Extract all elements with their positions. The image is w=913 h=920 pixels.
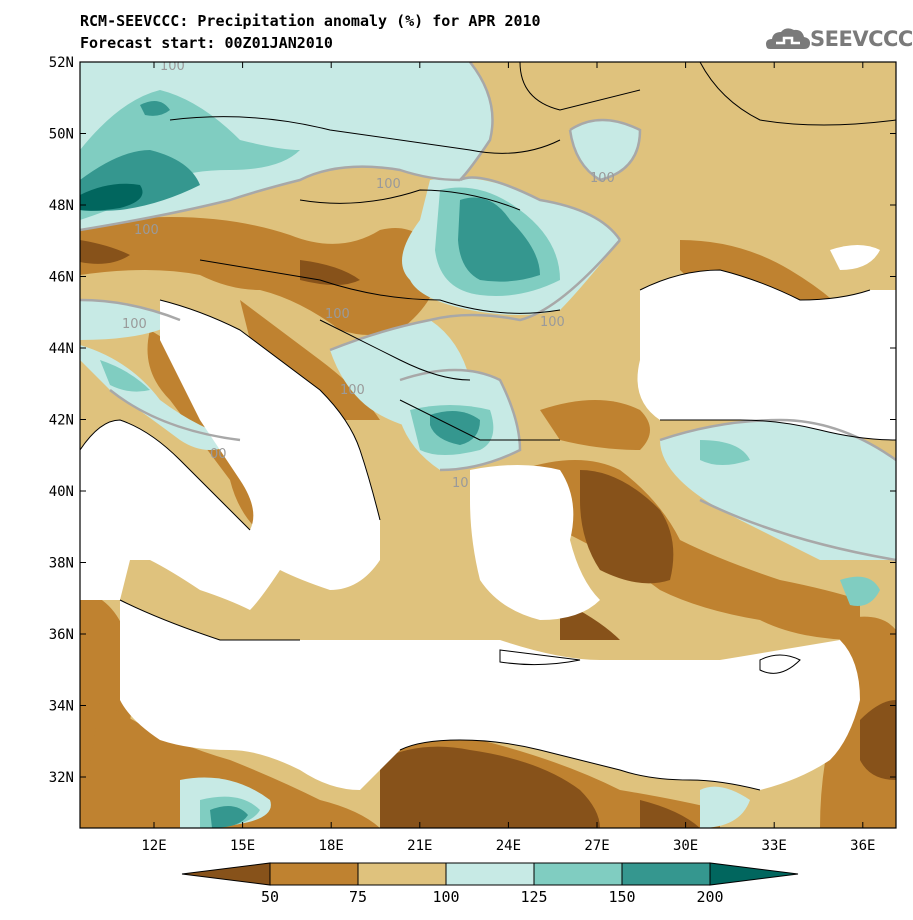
lon-label: 30E [673,838,698,854]
lon-label: 21E [407,838,432,854]
colorbar-segment [533,862,623,886]
lat-label: 52N [49,55,74,71]
colorbar-label: 100 [432,888,459,906]
map-title: RCM-SEEVCCC: Precipitation anomaly (%) f… [80,12,541,30]
logo-text: SEEVCCC [810,27,913,51]
map-plot-area: 100 100 100 100 100 100 100 100 10 00 [80,59,896,828]
colorbar-label: 150 [608,888,635,906]
azov-sea [830,245,880,270]
latitude-axis: 52N 50N 48N 46N 44N 42N 40N 38N 36N 34N 32N [49,55,896,786]
lat-label: 42N [49,413,74,429]
sea-areas [80,245,896,790]
colorbar-label: 125 [520,888,547,906]
lat-label: 36N [49,627,74,643]
lon-label: 12E [141,838,166,854]
contour-lines [80,62,896,562]
contour-labels: 100 100 100 100 100 100 100 100 10 00 [122,59,615,491]
colorbar-arrow-low [181,862,271,886]
forecast-start-label: Forecast start: 00Z01JAN2010 [80,34,333,52]
lon-label: 27E [584,838,609,854]
longitude-axis: 12E 15E 18E 21E 24E 27E 30E 33E 36E [141,62,875,854]
lon-label: 33E [762,838,787,854]
lat-label: 46N [49,270,74,286]
colorbar-segment [445,862,535,886]
contour-label: 100 [376,177,401,192]
contour-label: 100 [134,223,159,238]
coastlines-borders [80,62,896,791]
map-frame [79,61,897,829]
lat-label: 38N [49,556,74,572]
lat-label: 40N [49,484,74,500]
colorbar-label: 200 [696,888,723,906]
seevccc-logo [766,28,810,49]
aegean-sea [470,465,600,620]
colorbar-segment [357,862,447,886]
lat-label: 50N [49,127,74,143]
mediterranean-sea [120,600,860,790]
colorbar-segment [269,862,359,886]
colorbar-label: 75 [349,888,367,906]
lon-label: 36E [850,838,875,854]
anomaly-above-200-regions [80,183,143,211]
lat-label: 48N [49,198,74,214]
contour-label: 100 [122,317,147,332]
color-legend: 50 75 100 125 150 200 [181,862,799,906]
contour-label: 100 [340,383,365,398]
adriatic-tyrrhenian-sea [80,300,380,610]
contour-label: 100 [160,59,185,74]
contour-label: 10 [452,476,469,491]
lat-label: 44N [49,341,74,357]
contour-label: 100 [590,171,615,186]
black-sea [637,270,896,440]
lat-label: 34N [49,699,74,715]
colorbar-segment [621,862,711,886]
contour-label: 00 [210,447,227,462]
lon-label: 15E [230,838,255,854]
lon-label: 24E [496,838,521,854]
lon-label: 18E [319,838,344,854]
lat-label: 32N [49,770,74,786]
contour-label: 100 [325,307,350,322]
contour-label: 100 [540,315,565,330]
colorbar-label: 50 [261,888,279,906]
colorbar-arrow-high [709,862,799,886]
